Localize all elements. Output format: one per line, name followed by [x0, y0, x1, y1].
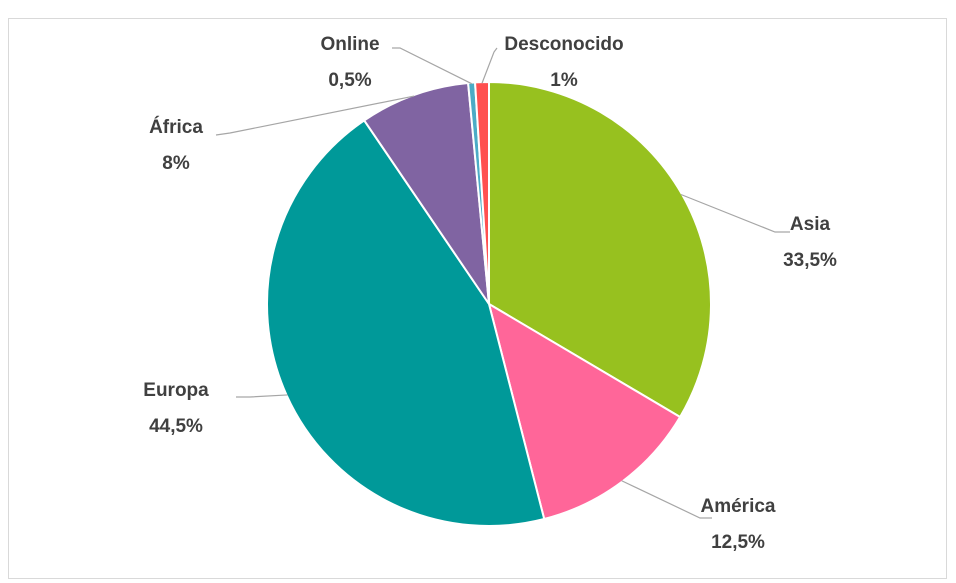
- leader-line: [215, 95, 415, 136]
- slice-label: África: [149, 116, 203, 138]
- value-label: 8%: [162, 153, 190, 174]
- value-label: 1%: [550, 70, 578, 91]
- pie-slice: [488, 80, 712, 419]
- slice-label: América: [701, 496, 776, 517]
- leader-line: [680, 193, 790, 233]
- leader-line: [236, 394, 288, 398]
- leader-line: [392, 47, 472, 85]
- slice-label: Asia: [790, 214, 831, 235]
- value-label: 0,5%: [328, 70, 371, 91]
- value-label: 12,5%: [711, 532, 765, 553]
- value-label: 44,5%: [149, 416, 203, 437]
- leader-line: [621, 480, 712, 519]
- slice-label: Desconocido: [504, 34, 623, 55]
- leader-line: [481, 47, 498, 84]
- slice-label: Europa: [143, 380, 209, 401]
- slice-label: Online: [320, 34, 379, 55]
- pie-slice: [362, 81, 490, 305]
- value-label: 33,5%: [783, 250, 837, 271]
